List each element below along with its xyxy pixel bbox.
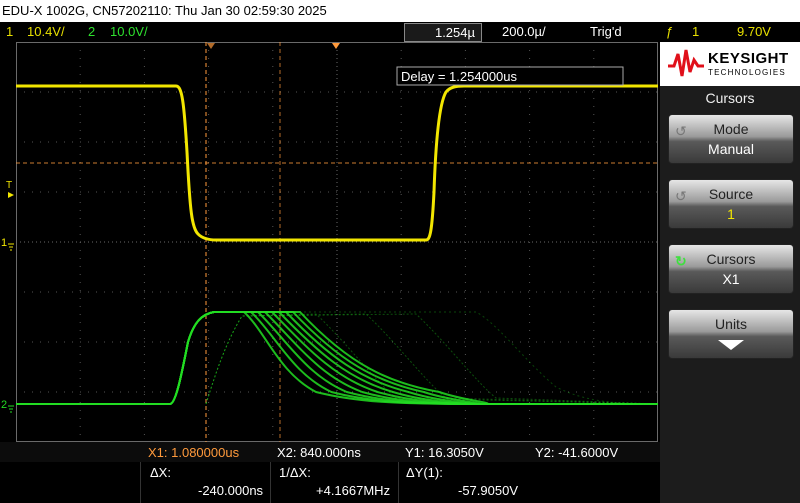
source-value: 1	[727, 206, 735, 222]
cursors-label: Cursors	[706, 251, 756, 267]
timebase-readout[interactable]: 200.0µ/	[502, 24, 546, 39]
y1-readout: Y1: 16.3050V	[405, 445, 484, 460]
trigger-slope-icon: ƒ	[666, 24, 674, 39]
knob-icon: ↺	[675, 123, 687, 139]
ch1-ground-marker: 1	[1, 237, 7, 249]
title-bar: EDU-X 1002G, CN57202110: Thu Jan 30 02:5…	[0, 0, 800, 22]
mode-softkey[interactable]: ↺ Mode Manual	[668, 114, 794, 164]
cursors-value: X1	[722, 271, 740, 287]
source-softkey[interactable]: ↺ Source 1	[668, 179, 794, 229]
ch2-trace	[16, 311, 658, 405]
ch2-number[interactable]: 2	[88, 24, 96, 39]
knob-icon: ↺	[675, 188, 687, 204]
ch2-scale[interactable]: 10.0V/	[110, 24, 148, 39]
trigger-state: Trig'd	[590, 24, 622, 39]
title-text: EDU-X 1002G, CN57202110: Thu Jan 30 02:5…	[2, 3, 327, 18]
waveform-svg[interactable]: Delay = 1.254000us	[16, 42, 659, 442]
x1-readout: X1: 1.080000us	[148, 445, 240, 460]
graticule	[16, 42, 658, 442]
ch2-persistence-trace	[205, 313, 659, 405]
marker-svg: T 1 2	[1, 180, 14, 413]
inv-delta-x-label: 1/ΔX:	[279, 465, 311, 480]
softkey-panel: KEYSIGHT TECHNOLOGIES Cursors ↺ Mode Man…	[660, 42, 800, 503]
trigger-channel: 1	[692, 24, 700, 39]
cursor-lines[interactable]	[16, 42, 658, 442]
cursors-softkey[interactable]: ↻ Cursors X1	[668, 244, 794, 294]
ch2-persistence-trace	[214, 311, 659, 405]
units-softkey[interactable]: Units	[668, 309, 794, 359]
ch1-ground-icon	[8, 243, 14, 251]
ch1-scale[interactable]: 10.4V/	[27, 24, 65, 39]
chevron-down-icon	[718, 340, 744, 350]
ch1-number[interactable]: 1	[6, 24, 14, 39]
menu-title: Cursors	[705, 90, 755, 106]
keysight-logo: KEYSIGHT TECHNOLOGIES	[660, 42, 800, 86]
active-knob-icon: ↻	[675, 253, 687, 269]
ch1-trace	[16, 84, 658, 242]
ch2-waveform	[16, 311, 659, 405]
inv-delta-x-value: +4.1667MHz	[316, 483, 391, 498]
channel-markers: T 1 2	[0, 42, 16, 442]
ch2-ground-marker: 2	[1, 399, 7, 411]
trigger-marker-arrow	[8, 192, 14, 198]
trigger-level[interactable]: 9.70V	[737, 24, 771, 39]
x2-readout: X2: 840.000ns	[277, 445, 361, 460]
delay-readout[interactable]: 1.254µ	[404, 23, 482, 42]
trigger-position-marker	[332, 43, 340, 49]
delay-marker	[207, 43, 215, 49]
brand-sub: TECHNOLOGIES	[708, 68, 786, 77]
mode-value: Manual	[708, 141, 754, 157]
source-label: Source	[708, 186, 754, 202]
delta-x-label: ΔX:	[150, 465, 171, 480]
ch2-ground-icon	[8, 405, 14, 413]
delay-label-box	[396, 66, 624, 86]
trigger-level-marker: T	[6, 180, 12, 191]
keysight-wave-icon	[668, 49, 704, 77]
waveform-display[interactable]: Delay = 1.254000us	[16, 42, 659, 442]
status-bar: 1 10.4V/ 2 10.0V/ 1.254µ 200.0µ/ Trig'd …	[0, 22, 800, 42]
delta-y-label: ΔY(1):	[406, 465, 443, 480]
delta-x-value: -240.000ns	[198, 483, 264, 498]
cursor-readout: X1: 1.080000us X2: 840.000ns Y1: 16.3050…	[0, 442, 660, 503]
delay-label: Delay = 1.254000us	[401, 69, 518, 84]
ch1-waveform	[16, 84, 658, 242]
delta-y-value: -57.9050V	[458, 483, 518, 498]
mode-label: Mode	[713, 121, 749, 137]
ch2-persistence-trace	[205, 313, 659, 405]
y2-readout: Y2: -41.6000V	[535, 445, 619, 460]
brand-name: KEYSIGHT	[708, 50, 789, 67]
units-label: Units	[715, 316, 747, 332]
